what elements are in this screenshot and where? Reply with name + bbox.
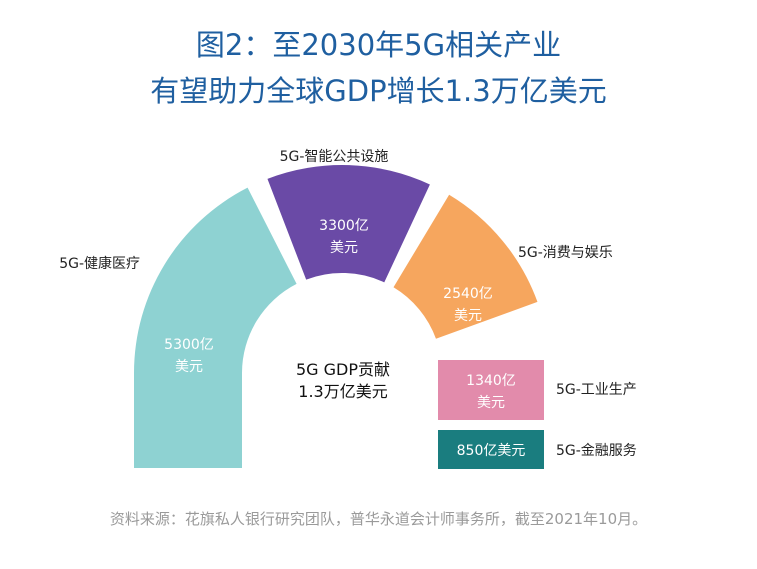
category-label-smart-utilities: 5G-智能公共设施 [280, 149, 389, 165]
value-label-industrial-manufacturing: 1340亿 [466, 373, 516, 389]
chart-title-line1: 图2：至2030年5G相关产业 [195, 28, 562, 62]
value-label-smart-utilities: 3300亿 [319, 218, 369, 234]
source-note: 资料来源：花旗私人银行研究团队，普华永道会计师事务所，截至2021年10月。 [109, 510, 648, 528]
chart-title-line2: 有望助力全球GDP增长1.3万亿美元 [150, 74, 607, 108]
category-label-financial-services: 5G-金融服务 [556, 443, 637, 459]
segment-consumer-entertainment [393, 194, 538, 339]
category-label-healthcare: 5G-健康医疗 [59, 255, 140, 272]
value-unit-healthcare: 美元 [175, 359, 203, 375]
segment-healthcare [134, 187, 297, 468]
value-unit-consumer-entertainment: 美元 [454, 308, 482, 324]
segment-smart-utilities [267, 165, 430, 283]
segment-financial-services [438, 430, 544, 469]
value-unit-industrial-manufacturing: 美元 [477, 395, 505, 411]
value-label-healthcare: 5300亿 [164, 337, 214, 353]
center-label-line2: 1.3万亿美元 [298, 382, 387, 401]
category-label-industrial-manufacturing: 5G-工业生产 [556, 382, 637, 398]
value-unit-smart-utilities: 美元 [330, 240, 358, 256]
value-label-financial-services: 850亿美元 [457, 443, 526, 459]
value-label-consumer-entertainment: 2540亿 [443, 286, 493, 302]
segment-industrial-manufacturing [438, 360, 544, 420]
center-label-line1: 5G GDP贡献 [296, 360, 390, 379]
category-label-consumer-entertainment: 5G-消费与娱乐 [518, 245, 613, 261]
